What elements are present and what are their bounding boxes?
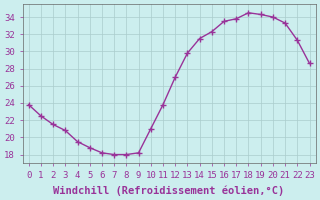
X-axis label: Windchill (Refroidissement éolien,°C): Windchill (Refroidissement éolien,°C) [53,185,285,196]
